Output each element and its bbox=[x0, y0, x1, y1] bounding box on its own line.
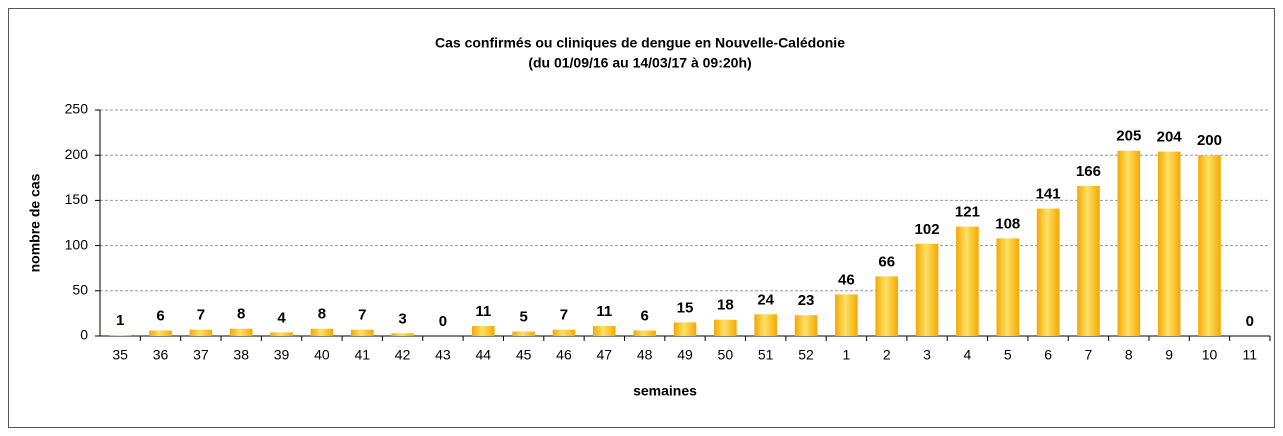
x-axis-label: semaines bbox=[633, 383, 697, 399]
x-tick-label: 6 bbox=[1044, 347, 1052, 363]
x-tick-label: 52 bbox=[798, 347, 814, 363]
bar bbox=[552, 329, 576, 336]
chart-frame bbox=[8, 8, 1275, 428]
value-label: 5 bbox=[519, 308, 527, 325]
x-tick-label: 7 bbox=[1085, 347, 1093, 363]
value-label: 24 bbox=[757, 291, 774, 308]
x-tick-label: 40 bbox=[314, 347, 330, 363]
value-label: 0 bbox=[1246, 313, 1254, 330]
x-tick-label: 45 bbox=[516, 347, 532, 363]
value-label: 11 bbox=[596, 303, 612, 320]
x-tick-label: 9 bbox=[1165, 347, 1173, 363]
bar bbox=[1157, 151, 1181, 336]
value-label: 3 bbox=[398, 310, 406, 327]
bar bbox=[714, 319, 737, 336]
x-tick-label: 2 bbox=[883, 347, 891, 363]
value-label: 0 bbox=[439, 313, 447, 330]
bar bbox=[310, 328, 334, 336]
bar bbox=[1077, 185, 1100, 336]
bar bbox=[1198, 155, 1221, 336]
value-label: 66 bbox=[878, 253, 895, 270]
value-label: 8 bbox=[318, 306, 326, 323]
value-label: 108 bbox=[995, 215, 1020, 232]
value-label: 18 bbox=[717, 297, 734, 314]
y-tick-label: 0 bbox=[80, 327, 88, 343]
x-tick-label: 41 bbox=[354, 347, 370, 363]
x-tick-label: 50 bbox=[718, 347, 734, 363]
value-label: 6 bbox=[156, 308, 164, 325]
bar bbox=[1036, 208, 1060, 336]
bar bbox=[350, 329, 374, 336]
x-tick-label: 51 bbox=[758, 347, 774, 363]
value-label: 166 bbox=[1076, 163, 1101, 180]
x-tick-label: 46 bbox=[556, 347, 572, 363]
value-label: 23 bbox=[798, 292, 815, 309]
bar bbox=[996, 238, 1020, 336]
bar bbox=[189, 329, 213, 336]
x-tick-label: 49 bbox=[677, 347, 693, 363]
value-label: 15 bbox=[677, 299, 694, 316]
y-axis-label: nombre de cas bbox=[27, 173, 43, 272]
bar bbox=[149, 330, 172, 336]
value-label: 204 bbox=[1157, 129, 1183, 146]
x-tick-label: 48 bbox=[637, 347, 653, 363]
value-label: 6 bbox=[640, 308, 648, 325]
bar bbox=[794, 315, 818, 336]
bar bbox=[471, 326, 495, 336]
value-label: 1 bbox=[116, 312, 124, 329]
x-tick-label: 8 bbox=[1125, 347, 1133, 363]
y-tick-label: 250 bbox=[65, 101, 89, 117]
bar bbox=[593, 326, 616, 336]
x-tick-label: 4 bbox=[964, 347, 972, 363]
chart-title: Cas confirmés ou cliniques de dengue en … bbox=[435, 35, 845, 51]
x-tick-label: 42 bbox=[395, 347, 411, 363]
value-label: 141 bbox=[1036, 186, 1061, 203]
x-tick-label: 43 bbox=[435, 347, 451, 363]
y-tick-label: 150 bbox=[65, 191, 89, 207]
bar bbox=[754, 314, 777, 336]
value-label: 11 bbox=[475, 303, 491, 320]
x-tick-label: 47 bbox=[597, 347, 613, 363]
value-label: 8 bbox=[237, 306, 245, 323]
value-label: 205 bbox=[1116, 128, 1141, 145]
bar bbox=[673, 322, 697, 336]
bar bbox=[270, 332, 293, 336]
bar bbox=[835, 294, 858, 336]
value-label: 200 bbox=[1197, 132, 1222, 149]
x-tick-label: 38 bbox=[233, 347, 249, 363]
bar bbox=[1117, 150, 1141, 336]
x-tick-label: 1 bbox=[842, 347, 850, 363]
chart-subtitle: (du 01/09/16 au 14/03/17 à 09:20h) bbox=[528, 55, 751, 71]
x-tick-label: 36 bbox=[153, 347, 169, 363]
x-tick-label: 37 bbox=[193, 347, 209, 363]
x-tick-label: 35 bbox=[112, 347, 128, 363]
x-tick-label: 44 bbox=[475, 347, 491, 363]
bar bbox=[915, 243, 939, 336]
value-label: 7 bbox=[358, 307, 366, 324]
value-label: 4 bbox=[277, 309, 286, 326]
value-label: 46 bbox=[838, 271, 855, 288]
bar bbox=[512, 331, 535, 336]
x-tick-label: 39 bbox=[274, 347, 290, 363]
bar bbox=[633, 330, 656, 336]
value-label: 7 bbox=[560, 307, 568, 324]
bar bbox=[956, 226, 979, 336]
x-tick-label: 10 bbox=[1202, 347, 1218, 363]
bar bbox=[108, 335, 132, 336]
value-label: 121 bbox=[955, 204, 980, 221]
value-label: 102 bbox=[915, 221, 940, 238]
value-label: 7 bbox=[197, 307, 205, 324]
y-tick-label: 50 bbox=[72, 282, 88, 298]
x-tick-label: 5 bbox=[1004, 347, 1012, 363]
bar bbox=[229, 328, 253, 336]
y-tick-label: 200 bbox=[65, 146, 89, 162]
x-tick-label: 3 bbox=[923, 347, 931, 363]
x-tick-label: 11 bbox=[1243, 347, 1258, 363]
bar bbox=[875, 276, 899, 336]
y-tick-label: 100 bbox=[65, 236, 89, 252]
bar bbox=[391, 333, 414, 336]
